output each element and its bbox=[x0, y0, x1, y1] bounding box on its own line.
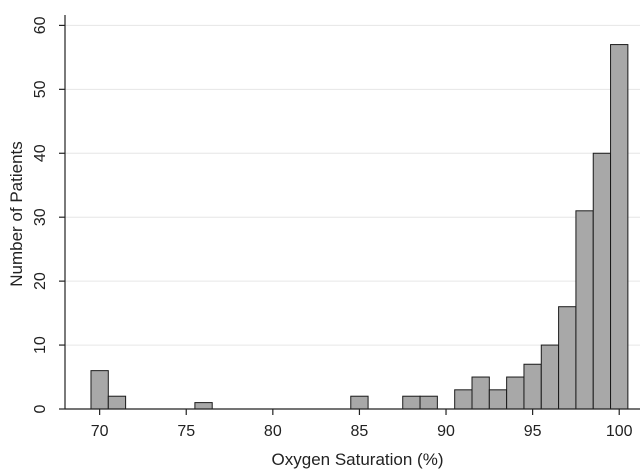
bar-95 bbox=[523, 363, 542, 410]
bar-99 bbox=[592, 152, 612, 410]
bar-96 bbox=[540, 344, 560, 410]
axes bbox=[59, 15, 640, 415]
y-axis-label: Number of Patients bbox=[7, 141, 26, 287]
bar-94 bbox=[506, 376, 525, 410]
bar-97 bbox=[558, 306, 577, 410]
x-tick-label-80: 80 bbox=[264, 423, 282, 440]
bar-100 bbox=[610, 44, 629, 410]
bar-71 bbox=[107, 395, 127, 410]
y-tick-label-50: 50 bbox=[32, 80, 49, 98]
bar-85 bbox=[350, 395, 369, 410]
bar-92 bbox=[471, 376, 490, 410]
bar-89 bbox=[419, 395, 438, 410]
y-tick-label-60: 60 bbox=[32, 16, 49, 34]
bar-98 bbox=[575, 210, 594, 410]
grid-lines bbox=[65, 24, 640, 346]
bar-93 bbox=[488, 389, 508, 410]
x-axis-label: Oxygen Saturation (%) bbox=[272, 450, 444, 469]
y-tick-label-0: 0 bbox=[32, 404, 49, 413]
x-tick-label-70: 70 bbox=[91, 423, 109, 440]
bar-76 bbox=[194, 402, 213, 410]
x-tick-label-85: 85 bbox=[351, 423, 369, 440]
x-tick-label-100: 100 bbox=[606, 423, 633, 440]
y-tick-label-40: 40 bbox=[32, 144, 49, 162]
x-tick-label-75: 75 bbox=[177, 423, 195, 440]
tick-labels: 0 10 20 30 40 50 60 70 75 80 85 90 95 100 bbox=[32, 16, 633, 440]
bar-91 bbox=[454, 389, 473, 410]
bar-70 bbox=[90, 370, 109, 410]
y-tick-label-10: 10 bbox=[32, 336, 49, 354]
y-tick-label-20: 20 bbox=[32, 272, 49, 290]
bar-88 bbox=[402, 395, 421, 410]
histogram-bars bbox=[90, 44, 629, 410]
y-tick-label-30: 30 bbox=[32, 208, 49, 226]
x-tick-label-95: 95 bbox=[524, 423, 542, 440]
x-tick-label-90: 90 bbox=[437, 423, 455, 440]
